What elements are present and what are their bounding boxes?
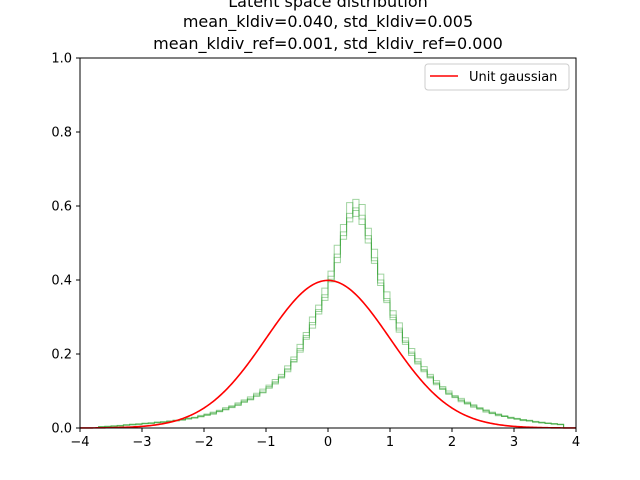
gaussian-layer — [80, 279, 576, 429]
chart-title-line-3: mean_kldiv_ref=0.001, std_kldiv_ref=0.00… — [153, 34, 503, 54]
y-tick-label: 0.6 — [51, 200, 72, 215]
x-tick-label: 0 — [324, 435, 332, 450]
y-axis: 0.0 0.2 0.4 0.6 0.8 1.0 — [51, 52, 80, 437]
plot-area — [80, 58, 576, 428]
chart-title-line-2: mean_kldiv=0.040, std_kldiv=0.005 — [183, 12, 473, 32]
x-tick-label: −2 — [194, 435, 213, 450]
y-tick-label: 0.2 — [51, 348, 72, 363]
y-tick-label: 0.0 — [51, 422, 72, 437]
x-tick-label: 4 — [572, 435, 580, 450]
legend-box — [424, 63, 570, 91]
x-tick-label: 1 — [386, 435, 394, 450]
y-tick-label: 0.4 — [51, 274, 72, 289]
legend-label-unit-gaussian: Unit gaussian — [469, 70, 557, 85]
chart-title: Latent space distribution mean_kldiv=0.0… — [153, 0, 503, 54]
x-tick-label: −3 — [132, 435, 151, 450]
y-tick-label: 1.0 — [51, 52, 72, 67]
x-tick-label: −4 — [70, 435, 89, 450]
histogram-series-2 — [98, 202, 565, 428]
x-tick-label: −1 — [256, 435, 275, 450]
x-tick-label: 3 — [510, 435, 518, 450]
y-tick-label: 0.8 — [51, 126, 72, 141]
x-axis: −4 −3 −2 −1 0 1 2 3 4 — [70, 428, 580, 450]
chart-title-line-1: Latent space distribution — [228, 0, 428, 11]
unit-gaussian-curve — [80, 279, 576, 429]
histogram-series-3 — [98, 198, 565, 428]
x-tick-label: 2 — [448, 435, 456, 450]
legend: Unit gaussian — [424, 63, 570, 91]
